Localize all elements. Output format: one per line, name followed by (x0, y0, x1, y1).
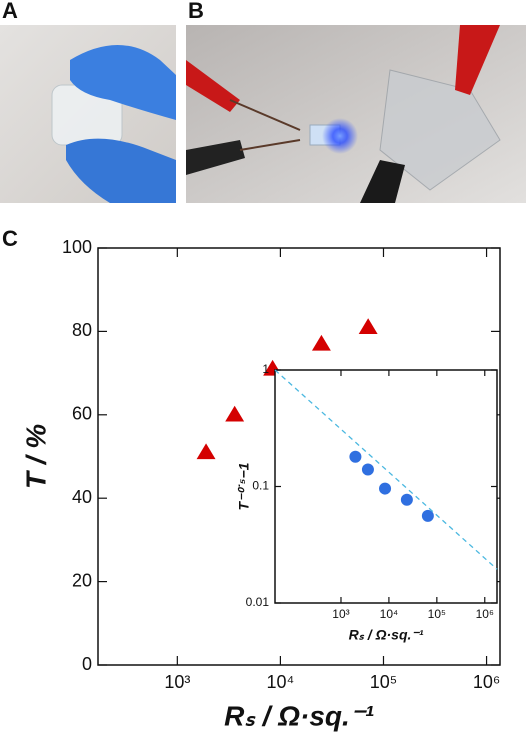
x-tick-label: 10⁶ (476, 607, 494, 621)
y-axis-label: T / % (20, 424, 51, 489)
data-point (358, 318, 378, 334)
x-tick-label: 10⁴ (380, 607, 399, 621)
data-point (361, 463, 374, 476)
y-tick-label: 1 (262, 362, 269, 376)
y-tick-label: 0.01 (246, 595, 270, 609)
y-tick-label: 20 (72, 570, 92, 590)
data-point (196, 443, 216, 460)
data-point (349, 450, 362, 463)
data-point (379, 482, 392, 495)
y-tick-label: 0.1 (252, 479, 269, 493)
data-point (400, 493, 413, 506)
data-point (311, 334, 331, 351)
x-axis-label: Rₛ / Ω·sq.⁻¹ (224, 700, 374, 731)
y-tick-label: 40 (72, 487, 92, 507)
x-axis-label: Rₛ / Ω·sq.⁻¹ (349, 627, 424, 643)
panel-label: B (188, 0, 204, 23)
data-point (225, 405, 245, 422)
x-tick-label: 10³ (332, 607, 349, 621)
fit-line (274, 369, 498, 570)
x-tick-label: 10⁶ (473, 672, 500, 692)
panel-label: C (2, 226, 18, 251)
y-axis-label: T⁻⁰˙⁵−1 (236, 462, 252, 510)
x-tick-label: 10⁴ (267, 672, 295, 692)
x-tick-label: 10³ (164, 672, 190, 692)
y-tick-label: 60 (72, 404, 92, 424)
x-tick-label: 10⁵ (370, 672, 397, 692)
x-tick-label: 10⁵ (428, 607, 446, 621)
photo-a (0, 25, 176, 203)
photo-b (186, 25, 526, 203)
y-tick-label: 0 (82, 654, 92, 674)
y-tick-label: 100 (62, 237, 92, 257)
y-tick-label: 80 (72, 320, 92, 340)
panel-label: A (2, 0, 18, 23)
data-point (421, 509, 434, 522)
